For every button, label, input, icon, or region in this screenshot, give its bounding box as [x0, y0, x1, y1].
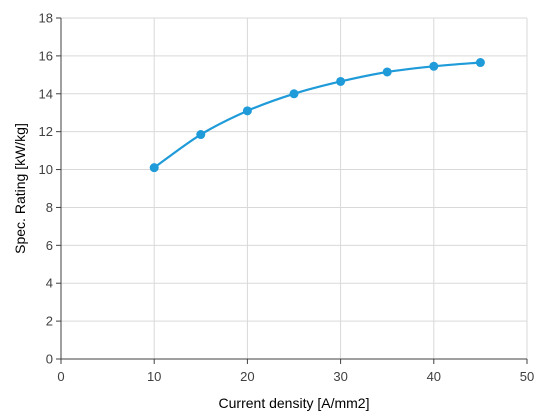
gridlines: [61, 17, 528, 359]
y-tick-label: 16: [39, 48, 53, 63]
x-tick-label: 40: [427, 369, 441, 384]
y-tick-label: 2: [46, 314, 53, 329]
y-tick-label: 12: [39, 124, 53, 139]
x-tick-label: 0: [57, 369, 64, 384]
y-tick-label: 0: [46, 352, 53, 367]
y-tick-label: 6: [46, 238, 53, 253]
y-tick-label: 10: [39, 162, 53, 177]
x-tick-label: 10: [147, 369, 161, 384]
data-point-35: [382, 67, 392, 77]
data-point-30: [336, 76, 346, 86]
y-tick-label: 18: [39, 11, 53, 26]
x-axis-title: Current density [A/mm2]: [219, 395, 370, 411]
data-point-10: [149, 163, 159, 173]
data-point-40: [429, 61, 439, 71]
x-tick-label: 30: [333, 369, 347, 384]
series-line: [153, 61, 481, 169]
axes: [56, 17, 528, 364]
y-tick-label: 4: [46, 276, 53, 291]
x-tick-label: 20: [240, 369, 254, 384]
series-group: [149, 58, 485, 173]
data-point-45: [475, 58, 485, 68]
data-point-25: [289, 89, 299, 99]
data-point-15: [196, 130, 206, 140]
y-axis-title: Spec. Rating [kW/kg]: [12, 123, 28, 254]
y-tick-label: 14: [39, 86, 53, 101]
tick-labels: 0 2 4 6 8 10 12 14 16 18 0 10 20 30 40 50: [39, 11, 535, 385]
x-tick-label: 50: [520, 369, 534, 384]
data-point-20: [242, 106, 252, 116]
y-tick-label: 8: [46, 200, 53, 215]
